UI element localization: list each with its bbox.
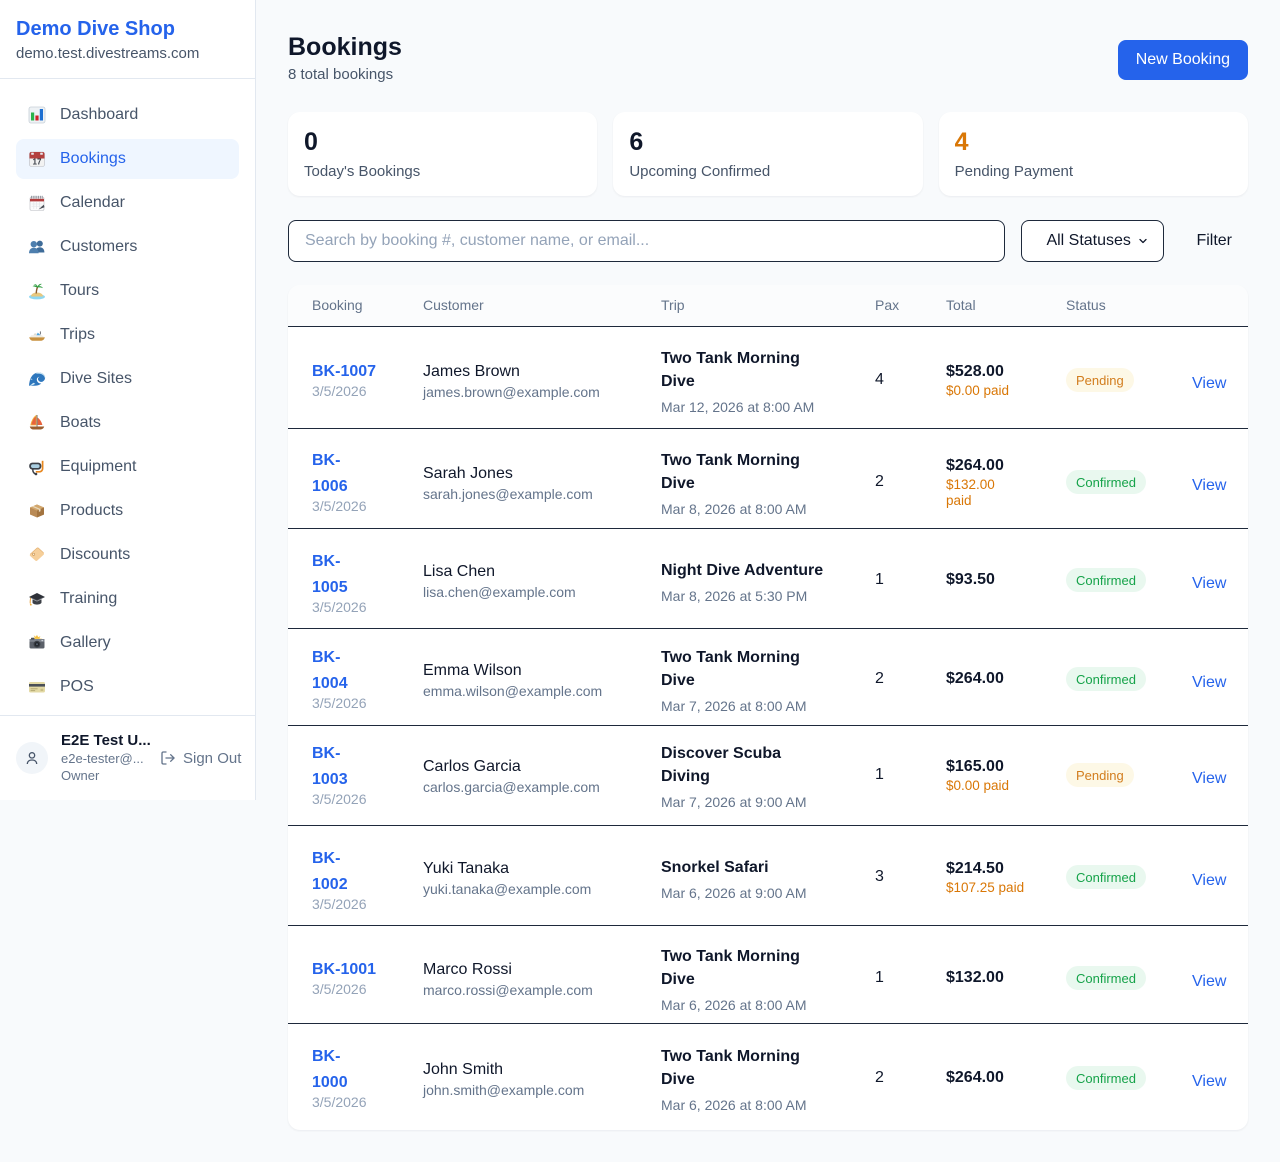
svg-text:17: 17 xyxy=(33,158,42,167)
